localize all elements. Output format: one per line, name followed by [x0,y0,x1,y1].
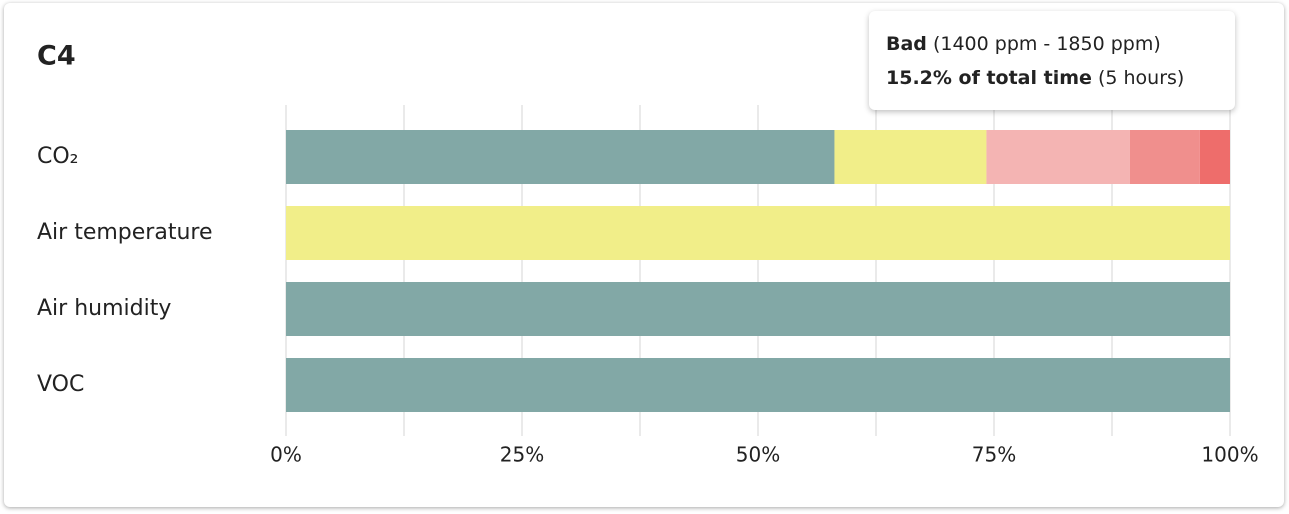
bar-segment [1199,130,1230,184]
y-tick-label: CO₂ [37,144,79,169]
bar-segment [1129,130,1200,184]
y-tick-label: Air temperature [37,220,212,245]
tooltip-label: Bad [886,33,927,55]
x-tick-label: 25% [500,443,544,467]
tooltip-line: Bad (1400 ppm - 1850 ppm) [886,33,1161,55]
tooltip-share: 15.2% of total time [886,67,1092,89]
bar-segment [286,130,835,184]
bar-segment [286,358,1230,412]
x-tick-label: 0% [270,443,302,467]
bar-segment [986,130,1130,184]
tooltip-duration: (5 hours) [1097,67,1185,89]
tooltip-line: 15.2% of total time (5 hours) [886,67,1184,89]
tooltip-range: (1400 ppm - 1850 ppm) [932,33,1161,55]
x-tick-label: 50% [736,443,780,467]
bar-segment [286,206,1230,260]
y-tick-label: Air humidity [37,296,171,321]
tooltip: Bad (1400 ppm - 1850 ppm) 15.2% of total… [869,11,1235,110]
chart-title: C4 [37,41,76,72]
bar-segment [286,282,1230,336]
x-tick-label: 75% [972,443,1016,467]
y-tick-label: VOC [37,372,84,397]
bar-segment [834,130,987,184]
x-tick-label: 100% [1201,443,1258,467]
